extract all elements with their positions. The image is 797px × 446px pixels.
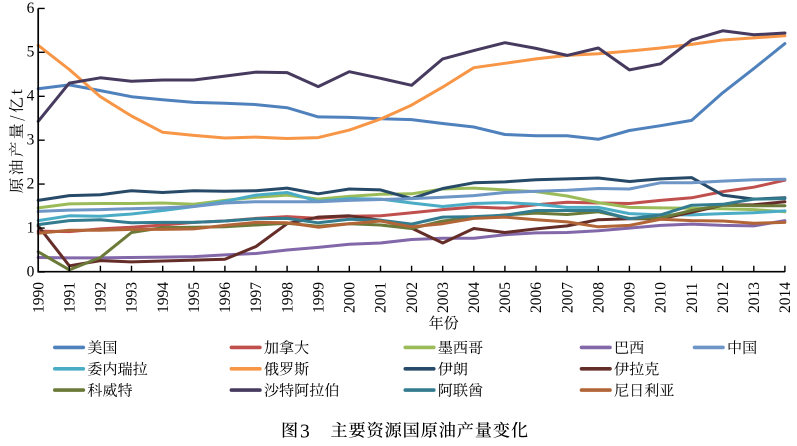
svg-text:1996: 1996 — [217, 282, 234, 313]
svg-text:1994: 1994 — [155, 282, 172, 313]
svg-text:2008: 2008 — [591, 282, 608, 313]
svg-text:1998: 1998 — [279, 282, 296, 313]
svg-text:2004: 2004 — [466, 282, 483, 313]
svg-text:2001: 2001 — [373, 282, 390, 313]
svg-text:1991: 1991 — [62, 282, 79, 313]
svg-text:1: 1 — [27, 220, 35, 237]
svg-text:2005: 2005 — [497, 282, 514, 313]
svg-text:1997: 1997 — [248, 282, 265, 313]
svg-text:1999: 1999 — [310, 282, 327, 313]
svg-text:4: 4 — [27, 88, 35, 105]
svg-text:2000: 2000 — [342, 282, 359, 313]
svg-text:2: 2 — [27, 176, 35, 193]
svg-text:1993: 1993 — [124, 282, 141, 313]
svg-text:2014: 2014 — [777, 282, 794, 313]
svg-text:2011: 2011 — [684, 283, 701, 313]
svg-text:3: 3 — [300, 422, 310, 443]
svg-text:1995: 1995 — [186, 282, 203, 313]
svg-text:2013: 2013 — [746, 282, 763, 313]
svg-text:2012: 2012 — [715, 282, 732, 313]
svg-text:2006: 2006 — [528, 282, 545, 313]
svg-text:2010: 2010 — [653, 282, 670, 313]
svg-text:1990: 1990 — [30, 282, 47, 313]
svg-text:2002: 2002 — [404, 282, 421, 313]
svg-text:3: 3 — [27, 132, 35, 149]
svg-text:1992: 1992 — [93, 282, 110, 313]
svg-text:5: 5 — [27, 44, 35, 61]
svg-text:0: 0 — [27, 263, 35, 280]
svg-text:6: 6 — [27, 0, 35, 17]
svg-text:2003: 2003 — [435, 282, 452, 313]
svg-text:2007: 2007 — [559, 282, 576, 313]
svg-text:2009: 2009 — [622, 282, 639, 313]
